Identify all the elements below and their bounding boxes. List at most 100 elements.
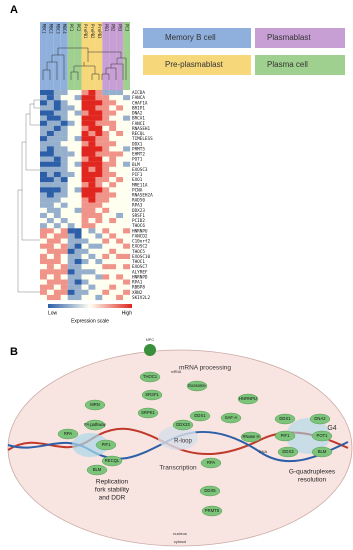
heatmap-cell [116, 274, 124, 280]
heatmap-cell [95, 248, 103, 255]
heatmap-cell [60, 248, 68, 255]
heatmap-cell [109, 197, 117, 203]
heatmap-cell [109, 223, 117, 229]
heatmap-cell [40, 274, 48, 280]
heatmap-cell [46, 100, 54, 106]
heatmap-cell [67, 212, 75, 219]
heatmap-cell [116, 136, 124, 142]
heatmap-cell [74, 233, 82, 239]
gene-label: THOC1 [132, 259, 145, 265]
heatmap-cell [109, 284, 117, 290]
heatmap-cell [40, 146, 48, 152]
heatmap-cell [67, 171, 75, 178]
gene-label: RPA3 [132, 203, 143, 209]
heatmap-cell [109, 120, 117, 126]
heatmap-cell [102, 192, 110, 198]
legend-swatch [143, 55, 251, 75]
heatmap-cell [67, 151, 75, 157]
protein-label: HNRNPU [239, 396, 257, 401]
heatmap-cell [88, 202, 96, 208]
heatmap-cell [123, 238, 131, 244]
heatmap-cell [116, 125, 124, 132]
heatmap-cell [123, 105, 131, 111]
heatmap-cell [123, 269, 131, 275]
heatmap-cell [40, 171, 48, 178]
heatmap-cell [116, 218, 124, 224]
heatmap-cell [102, 274, 110, 280]
heatmap-cell [53, 151, 61, 157]
heatmap-cell [88, 156, 96, 162]
heatmap-cell [60, 259, 68, 265]
heatmap-cell [74, 279, 82, 285]
heatmap-cell [81, 100, 89, 106]
heatmap-cell [46, 177, 54, 183]
heatmap-cell [81, 269, 89, 275]
heatmap-cell [60, 120, 68, 126]
heatmap-cell [46, 151, 54, 157]
heatmap-cell [88, 110, 96, 116]
protein-node [186, 380, 208, 392]
heatmap-cell [60, 90, 68, 96]
heatmap-cell [102, 289, 110, 295]
heatmap-cell [88, 243, 96, 249]
heatmap-cell [109, 177, 117, 183]
heatmap-cell [67, 192, 75, 198]
heatmap-cell [116, 95, 124, 101]
heatmap-cell [60, 233, 68, 239]
protein-node [220, 412, 242, 424]
heatmap-cell [123, 90, 131, 96]
heatmap-cell [40, 110, 48, 116]
legend-swatch [255, 55, 345, 75]
heatmap-cell [40, 166, 48, 173]
heatmap-cell [60, 253, 68, 260]
heatmap-cell [40, 130, 48, 137]
heatmap-cell [116, 120, 124, 126]
heatmap-cell [67, 264, 75, 270]
heatmap-cell [95, 156, 103, 162]
heatmap-cell [109, 264, 117, 270]
heatmap-cell [60, 284, 68, 290]
column-group [109, 22, 117, 90]
heatmap-cell [53, 136, 61, 142]
heatmap-cell [102, 212, 110, 219]
heatmap-cell [102, 115, 110, 121]
heatmap-cell [74, 294, 82, 301]
heatmap-cell [74, 197, 82, 203]
heatmap-cell [67, 228, 75, 234]
gene-label: PCID2 [132, 218, 145, 224]
protein-node [84, 419, 106, 431]
heatmap-cell [81, 253, 89, 260]
heatmap-cell [81, 294, 89, 301]
diagram-text: fork stability [95, 487, 130, 494]
heatmap-cell [81, 110, 89, 116]
heatmap-cell [53, 284, 61, 290]
column-label: MBC1 [41, 24, 46, 34]
heatmap-cell [53, 192, 61, 198]
heatmap-cell [67, 130, 75, 137]
heatmap-cell [109, 161, 117, 167]
protein-node [311, 446, 333, 458]
heatmap-cell [116, 248, 124, 255]
gene-label: CHAF1A [132, 100, 148, 106]
protein-label: Exosome [188, 383, 206, 388]
heatmap-cell [102, 166, 110, 173]
heatmap-cell [102, 90, 110, 96]
heatmap-cell [116, 228, 124, 234]
gene-label: ALYREF [132, 269, 148, 275]
protein-label: RPA [207, 460, 216, 465]
heatmap-cell [60, 151, 68, 157]
heatmap-cell [40, 218, 48, 224]
heatmap-cell [88, 161, 96, 167]
gene-label: EXOSC3 [132, 167, 148, 173]
heatmap-cell [53, 105, 61, 111]
heatmap-cell [67, 223, 75, 229]
heatmap-cell [102, 95, 110, 101]
heatmap-cell [81, 279, 89, 285]
heatmap-cell [67, 233, 75, 239]
heatmap-cell [88, 294, 96, 301]
heatmap-cell [53, 202, 61, 208]
heatmap-cell [81, 223, 89, 229]
heatmap-cell [102, 243, 110, 249]
gene-label: RECQL [132, 131, 145, 137]
heatmap-cell [109, 202, 117, 208]
